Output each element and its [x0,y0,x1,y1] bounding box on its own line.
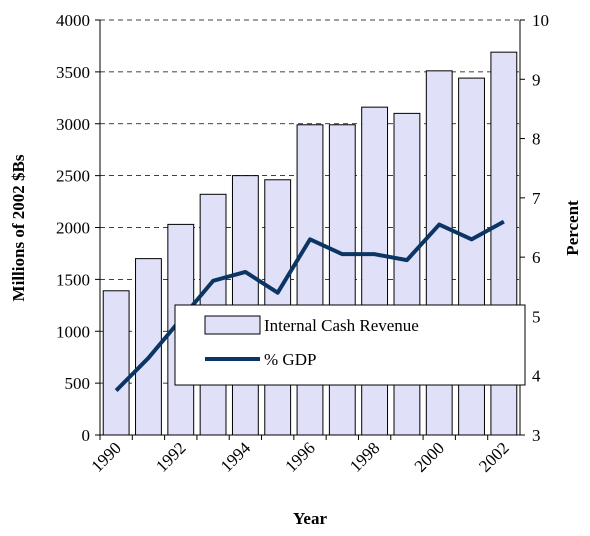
y-tick-label: 2000 [56,219,90,238]
x-tick-label: 1994 [217,438,255,476]
y2-axis-title: Percent [563,200,582,256]
y-tick-label: 3500 [56,63,90,82]
y2-tick-label: 6 [532,248,541,267]
bar [296,124,324,436]
y-axis-title: Millions of 2002 $Bs [9,154,28,301]
y2-tick-label: 5 [532,307,541,326]
x-tick-label: 1996 [281,438,318,475]
legend-label: % GDP [264,350,316,369]
bar [102,290,130,436]
legend-label: Internal Cash Revenue [264,316,419,335]
y-tick-label: 3000 [56,115,90,134]
y2-tick-label: 10 [532,11,549,30]
x-tick-label: 2000 [411,438,448,475]
x-tick-label: 2002 [475,438,512,475]
y2-tick-label: 8 [532,130,541,149]
x-tick-label: 1992 [152,438,189,475]
x-tick-label: 1990 [88,438,125,475]
y-tick-label: 1500 [56,270,90,289]
legend-swatch [204,315,261,335]
y2-tick-label: 3 [532,426,541,445]
y-tick-label: 4000 [56,11,90,30]
y-tick-label: 1000 [56,322,90,341]
y-tick-label: 500 [65,374,91,393]
bar [328,124,356,436]
y2-tick-label: 7 [532,189,541,208]
y-tick-label: 2500 [56,167,90,186]
x-tick-label: 1998 [346,438,383,475]
y2-tick-label: 9 [532,70,541,89]
y-tick-label: 0 [82,426,91,445]
y2-tick-label: 4 [532,367,541,386]
bar [361,106,389,436]
bar [393,112,421,436]
x-axis-title: Year [293,509,327,528]
